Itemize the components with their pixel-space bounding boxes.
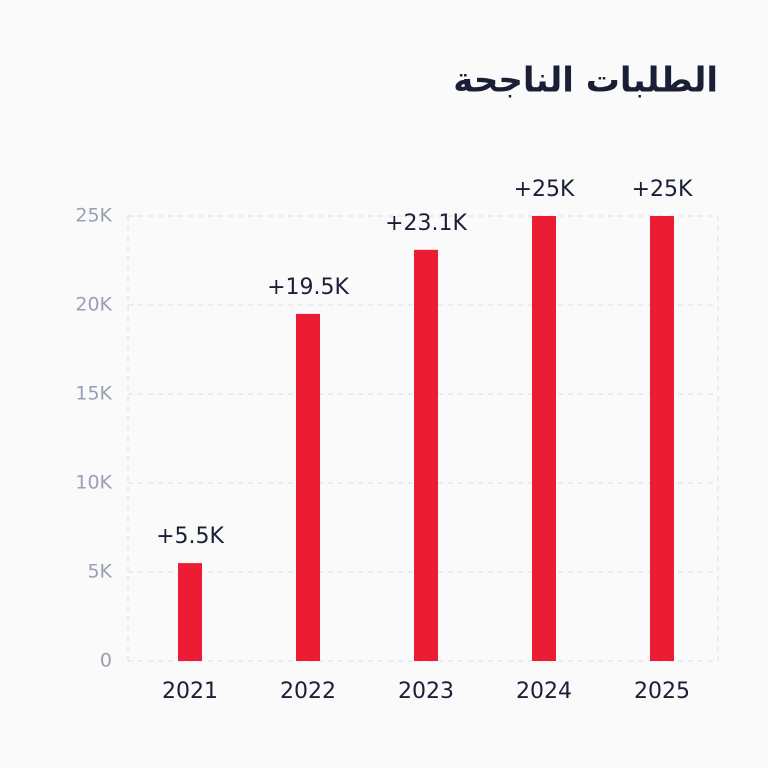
value-label: +5.5K [156,524,224,549]
value-label: +25K [514,177,575,202]
value-label: +19.5K [267,275,349,300]
bar [296,313,320,661]
y-tick-label: 20K [75,294,112,316]
bar [178,563,202,661]
value-label: +23.1K [385,211,467,236]
x-tick-label: 2024 [516,679,572,704]
y-tick-label: 15K [75,383,112,405]
x-tick-label: 2025 [634,679,690,704]
y-tick-label: 0 [100,650,112,672]
bar [532,216,556,661]
y-tick-label: 25K [75,205,112,227]
x-tick-label: 2023 [398,679,454,704]
y-tick-label: 5K [87,561,112,583]
chart-title: الطلبات الناجحة [453,61,718,101]
x-tick-label: 2022 [280,679,336,704]
bar [650,216,674,661]
x-tick-label: 2021 [162,679,218,704]
y-tick-label: 10K [75,472,112,494]
value-label: +25K [632,177,693,202]
bar [414,249,438,661]
